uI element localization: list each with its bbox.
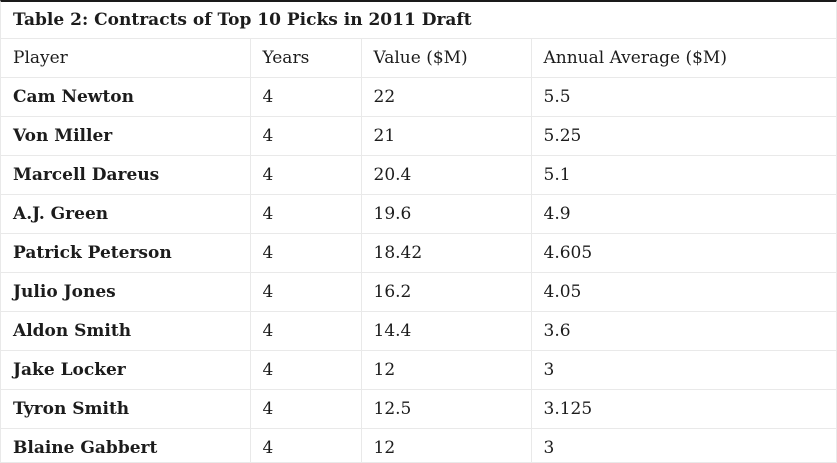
years-value: 4	[249, 116, 361, 156]
years-value: 4	[249, 77, 361, 117]
years-value: 4	[249, 389, 361, 429]
annual-average-m: 3	[530, 350, 837, 390]
column-header-value: Value ($M)	[360, 39, 531, 78]
value-m: 16.2	[360, 272, 531, 312]
player-name: Jake Locker	[1, 350, 250, 390]
annual-average-m: 3	[530, 428, 837, 463]
annual-average-m: 5.5	[530, 77, 837, 117]
value-m: 12	[360, 428, 531, 463]
table-row: Julio Jones 4 16.2 4.05	[1, 272, 837, 312]
years-value: 4	[249, 350, 361, 390]
player-name: Julio Jones	[1, 272, 250, 312]
table-row: A.J. Green 4 19.6 4.9	[1, 194, 837, 234]
player-name: Blaine Gabbert	[13, 438, 158, 458]
value-m: 14.4	[360, 311, 531, 351]
column-header-years: Years	[249, 39, 361, 78]
player-name: Aldon Smith	[1, 311, 250, 351]
value-m: 12.5	[360, 389, 531, 429]
table-row: Jake Locker 4 12 3	[1, 350, 837, 390]
years-value: 4	[249, 272, 361, 312]
table-row: Tyron Smith 4 12.5 3.125	[1, 389, 837, 429]
years-value: 4	[249, 311, 361, 351]
table-row: Cam Newton 4 22 5.5	[1, 77, 837, 117]
annual-average-m: 4.605	[530, 233, 837, 273]
annual-average-m: 5.1	[530, 155, 837, 195]
player-name: Marcell Dareus	[1, 155, 250, 195]
annual-average-m: 3.6	[530, 311, 837, 351]
player-name: Tyron Smith	[1, 389, 250, 429]
annual-average-m: 4.9	[530, 194, 837, 234]
column-header-player: Player	[1, 39, 250, 78]
player-name: Patrick Peterson	[1, 233, 250, 273]
annual-average-m: 4.05	[530, 272, 837, 312]
value-m: 21	[360, 116, 531, 156]
header-row: Player Years Value ($M) Annual Average (…	[1, 39, 837, 78]
years-value: 4	[249, 233, 361, 273]
contracts-data-table: Player Years Value ($M) Annual Average (…	[1, 39, 837, 463]
years-value: 4	[249, 194, 361, 234]
value-m: 12	[360, 350, 531, 390]
years-value: 4	[249, 428, 361, 463]
table-row: Aldon Smith 4 14.4 3.6	[1, 311, 837, 351]
table-body: Cam Newton 4 22 5.5 Von Miller 4 21 5.25 Marcell…	[1, 77, 837, 463]
player-name: A.J. Green	[1, 194, 250, 234]
value-m: 20.4	[360, 155, 531, 195]
years-value: 4	[249, 155, 361, 195]
table-title: Table 2: Contracts of Top 10 Picks in 20…	[1, 2, 836, 39]
table-row: Marcell Dareus 4 20.4 5.1	[1, 155, 837, 195]
table-row: Blaine Gabbert 4 12 3	[1, 428, 837, 463]
value-m: 19.6	[360, 194, 531, 234]
table-row: Von Miller 4 21 5.25	[1, 116, 837, 156]
value-m: 22	[360, 77, 531, 117]
annual-average-m: 5.25	[530, 116, 837, 156]
value-m: 18.42	[360, 233, 531, 273]
column-header-annual-average: Annual Average ($M)	[530, 39, 837, 78]
player-name: Von Miller	[1, 116, 250, 156]
player-name: Cam Newton	[1, 77, 250, 117]
table-row: Patrick Peterson 4 18.42 4.605	[1, 233, 837, 273]
annual-average-m: 3.125	[530, 389, 837, 429]
